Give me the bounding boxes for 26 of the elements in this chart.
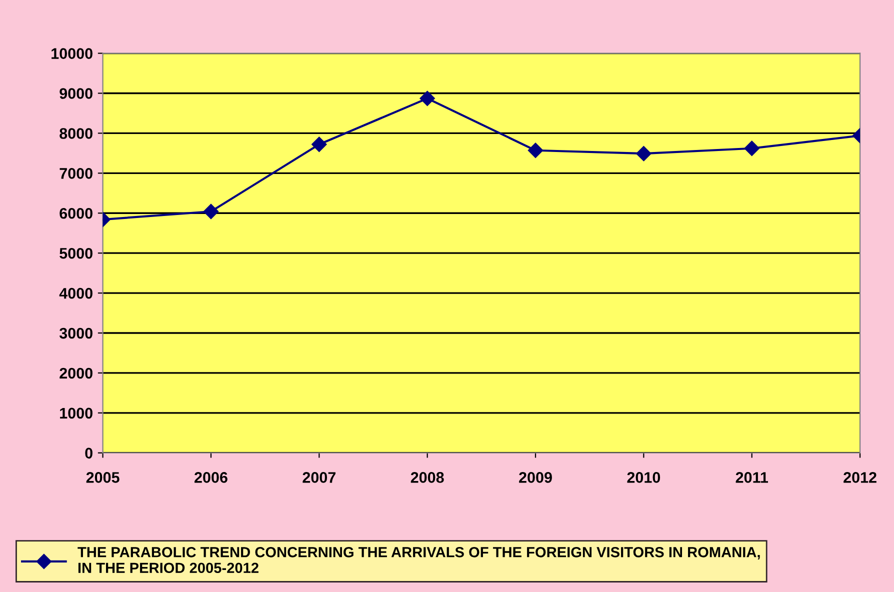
x-tick-label: 2010 <box>627 472 660 483</box>
x-tick-label: 2012 <box>844 472 876 483</box>
y-tick-label: 3000 <box>59 328 92 339</box>
x-tick-label: 2008 <box>410 472 444 483</box>
x-tick-label: 2009 <box>519 472 552 483</box>
legend-label: THE PARABOLIC TREND CONCERNING THE ARRIVALS OF THE FOREIGN VISITORS IN ROMANIA, IN THE PERIOD 2005-2012 <box>78 547 760 574</box>
y-tick-label: 4000 <box>59 288 92 299</box>
y-tick-label: 2000 <box>60 368 92 379</box>
point <box>312 136 327 152</box>
y-tick-label: 7000 <box>60 168 92 179</box>
point <box>528 142 544 158</box>
y-tick-label: 8000 <box>60 128 92 139</box>
y-tick-label: 5000 <box>60 248 92 259</box>
y-tick-label: 1000 <box>60 408 92 419</box>
x-tick-label: 2011 <box>736 472 768 483</box>
point <box>744 140 760 156</box>
y-tick-label: 9000 <box>60 88 92 99</box>
x-tick-label: 2007 <box>302 472 336 483</box>
point <box>636 146 652 162</box>
y-tick-label: 10000 <box>52 48 92 59</box>
y-tick-label: 6000 <box>60 208 92 219</box>
point <box>203 204 219 220</box>
y-tick-label: 0 <box>85 448 92 459</box>
x-tick-label: 2006 <box>194 472 228 483</box>
x-tick-label: 2005 <box>86 472 120 483</box>
point <box>420 90 435 106</box>
